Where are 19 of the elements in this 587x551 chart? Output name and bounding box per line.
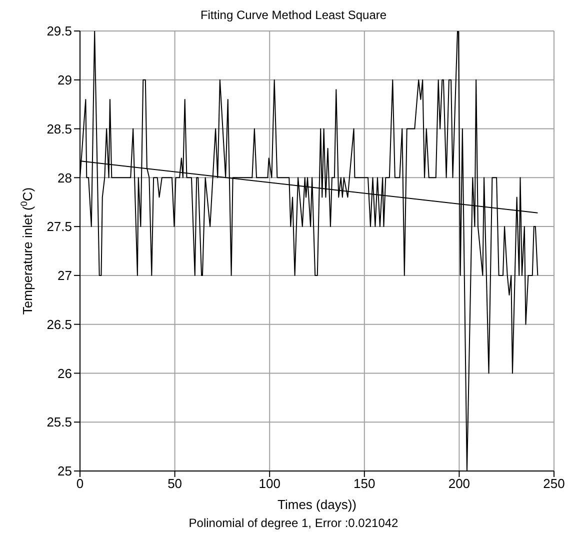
x-axis-title: Times (days)) xyxy=(278,497,356,512)
y-tick-label: 29 xyxy=(58,72,72,88)
y-tick-label: 28.5 xyxy=(46,121,72,136)
y-tick-label: 27.5 xyxy=(46,219,72,234)
y-tick-label: 29.5 xyxy=(46,24,72,39)
y-tick-label: 26 xyxy=(58,366,72,381)
x-tick-label: 250 xyxy=(543,476,565,492)
x-tick-label: 200 xyxy=(448,476,470,492)
y-tick-label: 26.5 xyxy=(46,316,72,332)
x-tick-label: 50 xyxy=(168,476,182,492)
y-tick-label: 28 xyxy=(58,170,72,186)
y-tick-label: 25.5 xyxy=(46,414,72,430)
y-tick-label: 25 xyxy=(58,464,72,479)
x-tick-label: 150 xyxy=(354,476,376,492)
y-tick-label: 27 xyxy=(58,268,72,284)
x-tick-label: 0 xyxy=(76,476,84,492)
text: Polinomial of degree 1, Error :0.021042 xyxy=(188,516,400,530)
chart-title: Fitting Curve Method Least Square xyxy=(200,8,387,22)
x-tick-label: 100 xyxy=(258,476,280,492)
